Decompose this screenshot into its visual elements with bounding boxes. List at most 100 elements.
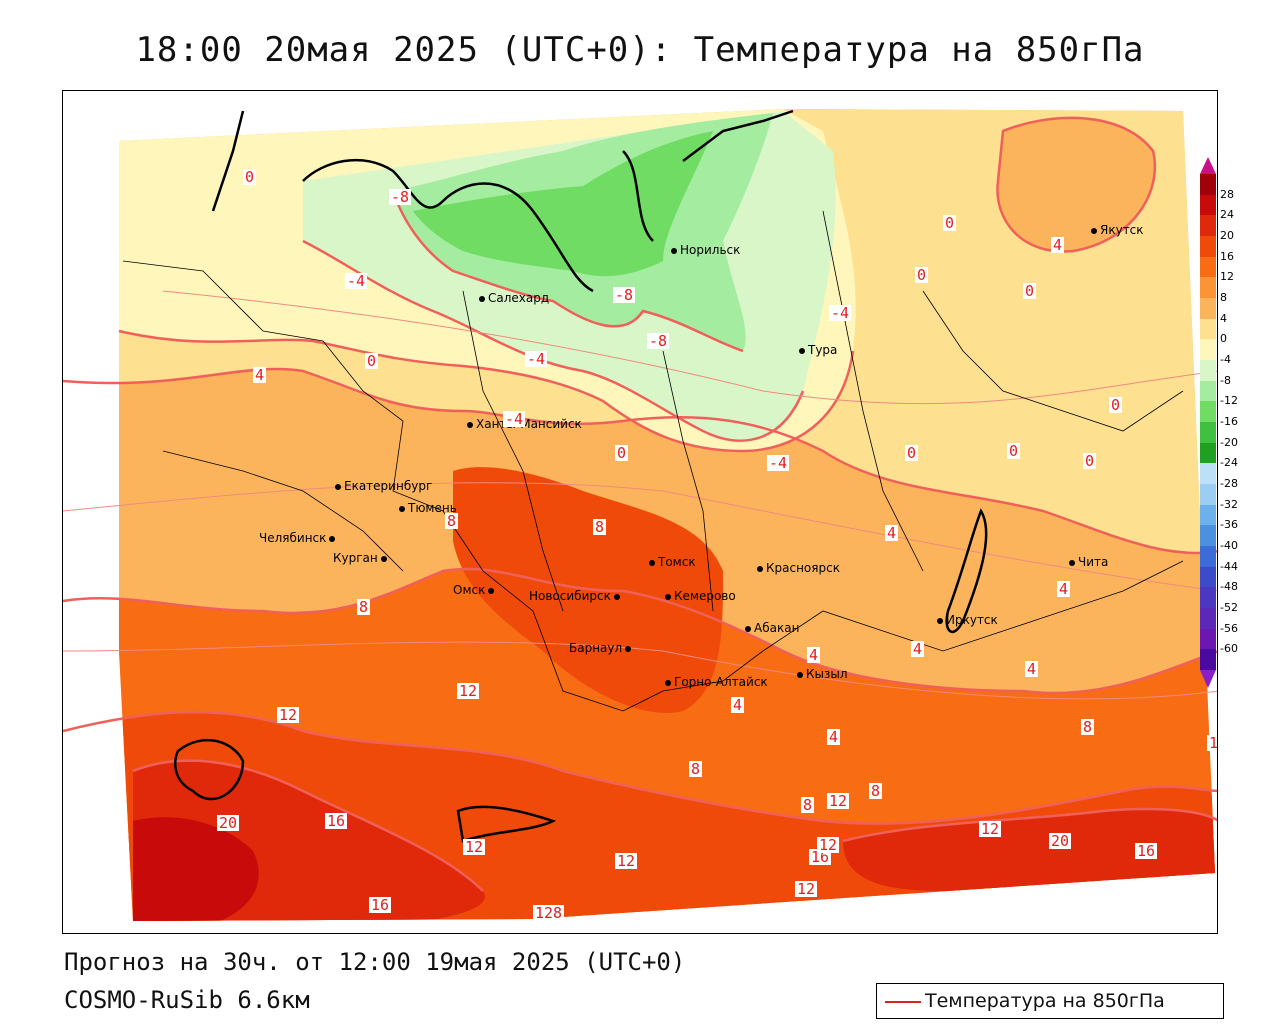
- city-label: Кызыл: [806, 667, 848, 681]
- city-marker: [799, 347, 805, 354]
- field-band-minus16-minus12: [413, 131, 713, 277]
- isotherm-16-east: [842, 807, 1217, 843]
- contour-label: 8: [1081, 718, 1095, 736]
- colorbar-segment: [1200, 174, 1216, 196]
- contour-label: -4: [525, 350, 548, 368]
- contour-label: 12: [463, 838, 486, 856]
- contour-label: 12: [827, 792, 850, 810]
- city-irkutsk: Иркутск: [937, 613, 998, 627]
- isotherm-minus4: [302, 239, 805, 442]
- city-tyumen: Тюмень: [399, 501, 457, 515]
- colorbar-tick-label: -60: [1220, 642, 1238, 656]
- contour-label: -4: [767, 454, 790, 472]
- colorbar-segment: [1200, 380, 1216, 402]
- contour-label: 4: [1051, 236, 1065, 254]
- contour-label: 4: [885, 524, 899, 542]
- city-label: Курган: [333, 551, 378, 565]
- contour-label: 12: [979, 820, 1002, 838]
- city-marker: [745, 625, 751, 632]
- colorbar-segment: [1200, 525, 1216, 547]
- colorbar-segment: [1200, 277, 1216, 299]
- contour-label: 20: [217, 814, 240, 832]
- colorbar-tick-label: -36: [1220, 518, 1238, 532]
- colorbar-segment: [1200, 360, 1216, 382]
- colorbar-tick-label: -32: [1220, 497, 1238, 511]
- temperature-map: [63, 109, 1217, 921]
- city-abakan: Абакан: [745, 621, 799, 635]
- colorbar-tick-label: -56: [1220, 621, 1238, 635]
- contour-label: 16: [325, 812, 348, 830]
- colorbar-tick-label: -44: [1220, 559, 1238, 573]
- admin-border-south: [122, 260, 1184, 712]
- city-label: Норильск: [680, 243, 741, 257]
- contour-label: 16: [369, 896, 392, 914]
- contour-label: -8: [613, 286, 636, 304]
- city-kemerovo: Кемерово: [665, 589, 736, 603]
- admin-border-b: [662, 350, 714, 612]
- colorbar-segment: [1200, 401, 1216, 423]
- colorbar-segment: [1200, 256, 1216, 278]
- colorbar-tick-label: 24: [1220, 208, 1234, 222]
- colorbar-tick-label: 8: [1220, 291, 1227, 304]
- admin-border-a: [462, 290, 564, 612]
- city-label: Челябинск: [259, 531, 327, 545]
- colorbar-segment: [1200, 236, 1216, 258]
- map-title: 18:00 20мая 2025 (UTC+0): Температура на…: [135, 30, 1145, 70]
- contour-label: 0: [1023, 282, 1037, 300]
- colorbar-tick-label: -12: [1220, 394, 1238, 408]
- isotherm-16: [132, 759, 484, 892]
- city-yakutsk: Якутск: [1091, 223, 1144, 237]
- contour-label: 12: [457, 682, 480, 700]
- field-band-20-24: [133, 817, 259, 921]
- colorbar-segment: [1200, 504, 1216, 526]
- city-label: Омск: [453, 583, 486, 597]
- city-label: Чита: [1078, 555, 1109, 569]
- colorbar-segment: [1200, 484, 1216, 506]
- colorbar-tick-label: -52: [1220, 601, 1238, 614]
- colorbar-segment: [1200, 628, 1216, 650]
- city-marker: [757, 565, 763, 572]
- coastline-caspian: [174, 738, 245, 801]
- colorbar-tick-label: 12: [1220, 270, 1234, 284]
- colorbar: [1200, 174, 1216, 671]
- colorbar-segment: [1200, 546, 1216, 568]
- admin-border-d: [922, 290, 1184, 432]
- contour-label: 8: [445, 512, 459, 530]
- colorbar-tick-label: 4: [1220, 311, 1227, 325]
- city-label: Ханты-Мансийск: [476, 417, 582, 431]
- contour-label: 4: [1057, 580, 1071, 598]
- city-marker: [797, 671, 803, 678]
- colorbar-tick-label: -24: [1220, 456, 1238, 470]
- admin-borders: [122, 210, 1184, 712]
- city-tura: Тура: [799, 343, 837, 357]
- colorbar-tick-label: -8: [1220, 373, 1231, 387]
- city-marker: [399, 505, 405, 512]
- city-omsk: Омск: [453, 583, 497, 597]
- contour-label: -8: [647, 332, 670, 350]
- isotherm-0: [118, 329, 855, 453]
- contour-label: 20: [1049, 832, 1072, 850]
- contour-label: 8: [593, 518, 607, 536]
- thin-isotherm-c: [162, 290, 1217, 405]
- contour-label: 4: [911, 640, 925, 658]
- city-barnaul: Барнаул: [569, 641, 634, 655]
- contour-label: 0: [1007, 442, 1021, 460]
- city-marker: [613, 593, 620, 600]
- city-marker: [665, 593, 671, 600]
- contour-label: 8: [801, 796, 815, 814]
- colorbar-arrow-down-icon: [1200, 670, 1216, 688]
- contour-label: 8: [869, 782, 883, 800]
- city-marker: [488, 587, 495, 594]
- colorbar-segment: [1200, 442, 1216, 464]
- contour-label: 0: [1109, 396, 1123, 414]
- colorbar-segment: [1200, 298, 1216, 320]
- contour-label: 8: [357, 598, 371, 616]
- city-label: Томск: [658, 555, 696, 569]
- city-marker: [671, 247, 677, 254]
- city-marker: [1091, 227, 1097, 234]
- coastline-aral: [456, 805, 557, 843]
- colorbar-segment: [1200, 318, 1216, 340]
- legend-line-swatch: [885, 1001, 921, 1003]
- city-marker: [625, 645, 632, 652]
- colorbar-segment: [1200, 339, 1216, 361]
